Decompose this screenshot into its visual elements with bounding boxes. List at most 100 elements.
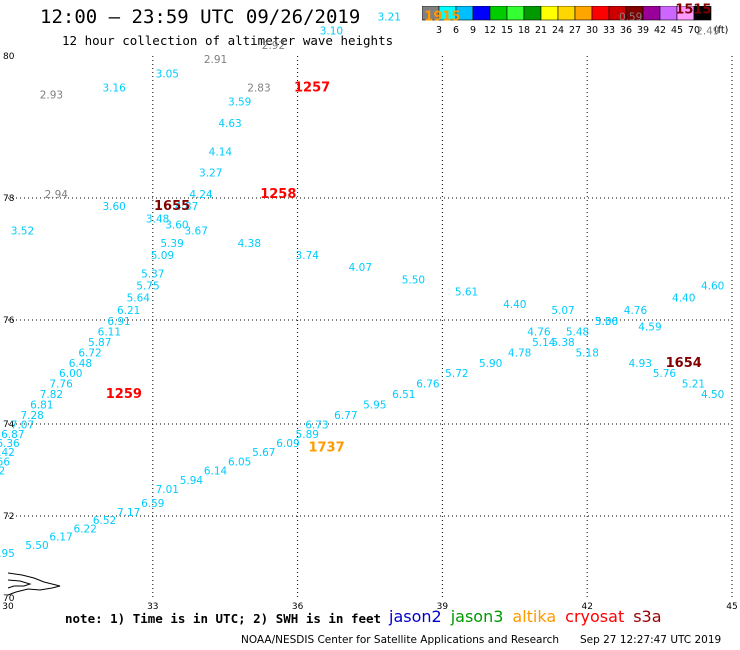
wave-height-value: 3.16 xyxy=(102,83,126,95)
wave-height-value: 5.21 xyxy=(682,379,705,391)
lat-tick-label: 70 xyxy=(3,594,15,604)
wave-height-value: 4.60 xyxy=(701,281,724,293)
satellite-legend: jason2 jason3 altika cryosat s3a xyxy=(389,607,671,626)
wave-height-value: 6.48 xyxy=(69,358,92,370)
lat-tick-label: 72 xyxy=(3,512,14,522)
wave-height-value: 3.67 xyxy=(185,226,208,238)
wave-height-value: 5.50 xyxy=(25,540,48,552)
colorbar-label: 36 xyxy=(620,25,632,36)
wave-height-value: 5.37 xyxy=(141,268,164,280)
coastline xyxy=(7,579,32,589)
wave-height-value: 6.81 xyxy=(30,399,53,411)
wave-height-value: 5.07 xyxy=(551,305,574,317)
wave-height-value: 2.91 xyxy=(204,54,227,66)
wave-height-value: 2.83 xyxy=(247,83,270,95)
colorbar-label: 30 xyxy=(586,25,598,36)
wave-height-value: 5.67 xyxy=(252,447,275,459)
wave-height-value: 5.94 xyxy=(180,475,204,487)
wave-height-value: 4.07 xyxy=(349,262,372,274)
colorbar-label: 42 xyxy=(654,25,666,36)
wave-height-value: 5.50 xyxy=(402,274,425,286)
wave-height-value: 2.92 xyxy=(262,40,285,52)
lat-tick-label: 78 xyxy=(3,194,15,204)
wave-height-value: 6.73 xyxy=(305,420,328,432)
wave-height-value: 4.24 xyxy=(189,189,213,201)
wave-height-value: 5.87 xyxy=(88,337,111,349)
colorbar-label: 9 xyxy=(470,25,476,36)
wave-height-value: 6.36 xyxy=(0,438,20,450)
colorbar-label: 24 xyxy=(552,25,564,36)
wave-height-value: 7.07 xyxy=(11,420,34,432)
wave-height-value: 6.52 xyxy=(93,515,116,527)
wave-height-value: 7.82 xyxy=(40,389,63,401)
wave-height-value: 6.14 xyxy=(204,466,228,478)
wave-height-value: 7.76 xyxy=(49,379,73,391)
pass-time-label: 1257 xyxy=(294,81,330,96)
wave-height-value: 7.01 xyxy=(156,484,179,496)
wave-height-value: 3.59 xyxy=(228,97,251,109)
wave-height-value: 4.14 xyxy=(209,146,233,158)
wave-height-value: 6.59 xyxy=(141,498,164,510)
wave-height-value: 3.52 xyxy=(11,226,34,238)
wave-height-value: 6.21 xyxy=(117,305,140,317)
wave-height-value: 2.49 xyxy=(696,26,719,38)
wave-height-value: 6.72 xyxy=(78,347,101,359)
satellite-altika: altika xyxy=(512,607,557,626)
wave-height-value: 4.38 xyxy=(238,238,261,250)
wave-height-value: 5.09 xyxy=(151,250,174,262)
wave-height-value: 5.64 xyxy=(127,293,151,305)
lon-tick-label: 36 xyxy=(292,602,304,612)
wave-height-value: 4.40 xyxy=(503,299,526,311)
wave-height-value: 3.74 xyxy=(296,250,320,262)
wave-height-value: 4.95 xyxy=(0,548,15,560)
satellite-jason3: jason3 xyxy=(450,607,504,626)
colorbar-label: 6 xyxy=(453,25,459,36)
wave-height-value: 6.00 xyxy=(59,368,82,380)
satellite-s3a: s3a xyxy=(633,607,662,626)
wave-height-value: 3.60 xyxy=(102,201,125,213)
wave-height-value: 6.42 xyxy=(0,466,5,478)
wave-height-value: 6.76 xyxy=(416,379,440,391)
footnote: note: 1) Time is in UTC; 2) SWH is in fe… xyxy=(65,611,382,626)
wave-height-value: 6.05 xyxy=(228,456,251,468)
wave-height-value: 4.40 xyxy=(672,293,695,305)
wave-height-value: 7.17 xyxy=(117,507,140,519)
wave-height-value: 5.72 xyxy=(445,368,468,380)
colorbar-label: 27 xyxy=(569,25,581,36)
pass-time-label: 1737 xyxy=(308,441,344,456)
coastline xyxy=(7,572,61,596)
wave-height-value: 7.28 xyxy=(20,410,43,422)
pass-time-label: 1258 xyxy=(260,187,296,202)
wave-height-value: 4.76 xyxy=(624,305,648,317)
colorbar-label: 12 xyxy=(484,25,496,36)
wave-height-value: 5.61 xyxy=(455,287,478,299)
lat-tick-label: 74 xyxy=(3,420,15,430)
wave-height-value: 5.39 xyxy=(160,238,183,250)
lon-tick-label: 30 xyxy=(2,602,14,612)
wave-height-value: 6.91 xyxy=(107,316,130,328)
wave-height-value: 5.18 xyxy=(576,347,599,359)
wave-height-value: 3.21 xyxy=(378,12,401,24)
wave-height-value: 4.63 xyxy=(218,118,241,130)
lon-tick-label: 45 xyxy=(726,602,737,612)
wave-height-value: 5.90 xyxy=(479,358,502,370)
colorbar-legend: 3 6 9 12 15 18 21 24 27 30 33 36 39 42 45 70 (ft) xyxy=(422,6,728,36)
lon-tick-label: 33 xyxy=(147,602,158,612)
colorbar-unit: (ft) xyxy=(714,25,728,36)
wave-height-value: 6.42 xyxy=(0,447,15,459)
wave-height-value: 5.38 xyxy=(551,337,574,349)
pass-time-label: 1259 xyxy=(106,387,142,402)
wave-height-value: 5.95 xyxy=(363,399,386,411)
wave-height-value: 4.76 xyxy=(527,327,551,339)
wave-height-value: 6.87 xyxy=(1,429,24,441)
wave-height-value: 6.22 xyxy=(74,523,97,535)
lat-tick-label: 80 xyxy=(3,52,15,62)
wave-height-value: 5.48 xyxy=(566,327,589,339)
colorbar-label: 18 xyxy=(518,25,530,36)
satellite-jason2: jason2 xyxy=(389,607,442,626)
colorbar-label: 45 xyxy=(671,25,683,36)
wave-height-value: 5.06 xyxy=(595,316,619,328)
wave-height-value: 3.27 xyxy=(199,168,222,180)
wave-height-value: 4.59 xyxy=(638,321,661,333)
